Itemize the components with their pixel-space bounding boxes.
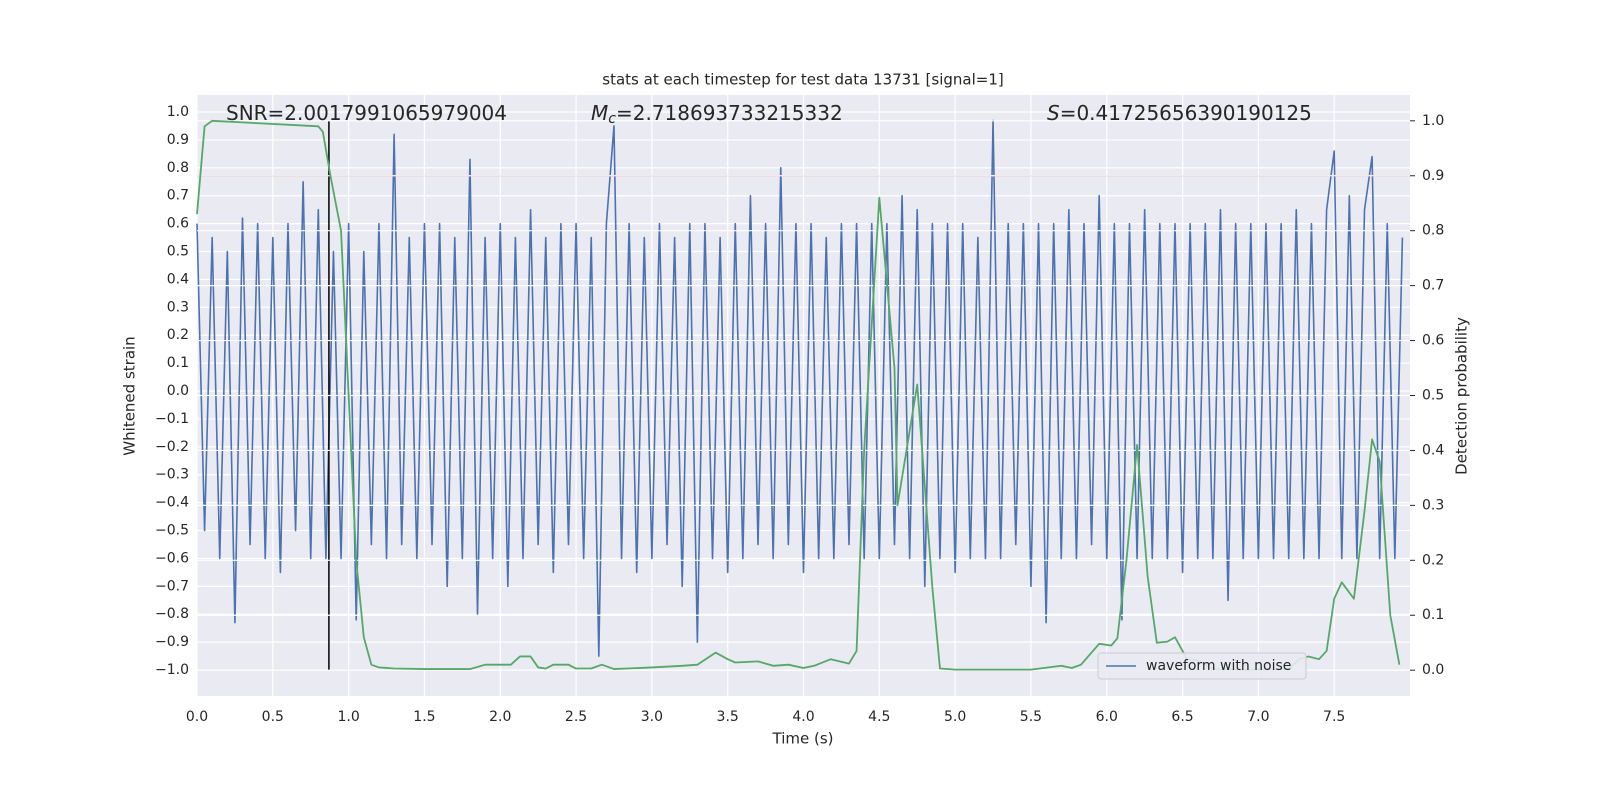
x-tick-label: 5.5 [1020, 709, 1042, 725]
y2-tick-label: 0.6 [1422, 333, 1444, 349]
y-tick-label: 0.8 [167, 160, 189, 176]
x-tick-label: 3.0 [641, 709, 663, 725]
y-tick-label: −0.3 [155, 467, 189, 483]
x-tick-label: 5.0 [944, 709, 966, 725]
y-tick-label: 0.5 [167, 244, 189, 260]
y2-tick-label: 0.7 [1422, 278, 1444, 294]
annotation: S=0.41725656390190125 [1047, 101, 1312, 125]
annotation-symbol: M [591, 101, 608, 125]
x-tick-label: 0.5 [262, 709, 284, 725]
annotation-text: =0.41725656390190125 [1060, 101, 1312, 125]
x-tick-label: 6.5 [1171, 709, 1193, 725]
x-tick-label: 4.0 [792, 709, 814, 725]
x-tick-label: 2.0 [489, 709, 511, 725]
y2-tick-label: 0.2 [1422, 552, 1444, 568]
annotation-subscript: c [608, 111, 616, 127]
y-tick-label: 0.2 [167, 327, 189, 343]
y-tick-label: 0.3 [167, 299, 189, 315]
y-tick-label: −0.4 [155, 495, 189, 511]
x-tick-label: 4.5 [868, 709, 890, 725]
x-tick-label: 0.0 [186, 709, 208, 725]
y-tick-label: −0.1 [155, 411, 189, 427]
y-tick-label: −0.9 [155, 634, 189, 650]
x-tick-label: 7.0 [1247, 709, 1269, 725]
y-tick-label: −0.2 [155, 439, 189, 455]
x-tick-label: 1.0 [337, 709, 359, 725]
x-tick-label: 6.0 [1096, 709, 1118, 725]
annotation-text: =2.718693733215332 [616, 101, 843, 125]
y2-tick-label: 0.5 [1422, 388, 1444, 404]
y2-tick-label: 0.3 [1422, 497, 1444, 513]
legend-label: waveform with noise [1146, 658, 1291, 674]
y2-tick-label: 0.1 [1422, 607, 1444, 623]
annotation: Mc=2.718693733215332 [591, 101, 843, 128]
y2-axis-label: Detection probability [1453, 317, 1471, 475]
legend-box [1097, 652, 1307, 680]
y-tick-label: −0.7 [155, 578, 189, 594]
x-tick-label: 7.5 [1323, 709, 1345, 725]
annotation-text: SNR=2.0017991065979004 [226, 101, 507, 125]
y2-tick-label: 0.9 [1422, 168, 1444, 184]
series-line [196, 119, 1404, 657]
y-tick-label: 0.4 [167, 271, 189, 287]
y2-tick-label: 0.4 [1422, 442, 1444, 458]
y-tick-label: 0.7 [167, 188, 189, 204]
y-tick-label: −0.5 [155, 523, 189, 539]
chart-title: stats at each timestep for test data 137… [602, 71, 1003, 89]
y2-tick-label: 0.0 [1422, 662, 1444, 678]
y-tick-label: −0.6 [155, 550, 189, 566]
annotation-symbol: S [1047, 101, 1060, 125]
x-tick-label: 2.5 [565, 709, 587, 725]
y-axis-label: Whitened strain [121, 336, 139, 455]
y-tick-label: 0.0 [167, 383, 189, 399]
y2-tick-label: 0.8 [1422, 223, 1444, 239]
y-tick-label: 0.9 [167, 132, 189, 148]
y-tick-label: 0.1 [167, 355, 189, 371]
y2-tick-label: 1.0 [1422, 113, 1444, 129]
x-tick-label: 3.5 [717, 709, 739, 725]
x-axis-label: Time (s) [772, 730, 834, 748]
y-tick-label: 0.6 [167, 216, 189, 232]
annotation: SNR=2.0017991065979004 [226, 101, 507, 125]
y-tick-label: −0.8 [155, 606, 189, 622]
x-tick-label: 1.5 [413, 709, 435, 725]
y-tick-label: 1.0 [167, 104, 189, 120]
y-tick-label: −1.0 [155, 662, 189, 678]
